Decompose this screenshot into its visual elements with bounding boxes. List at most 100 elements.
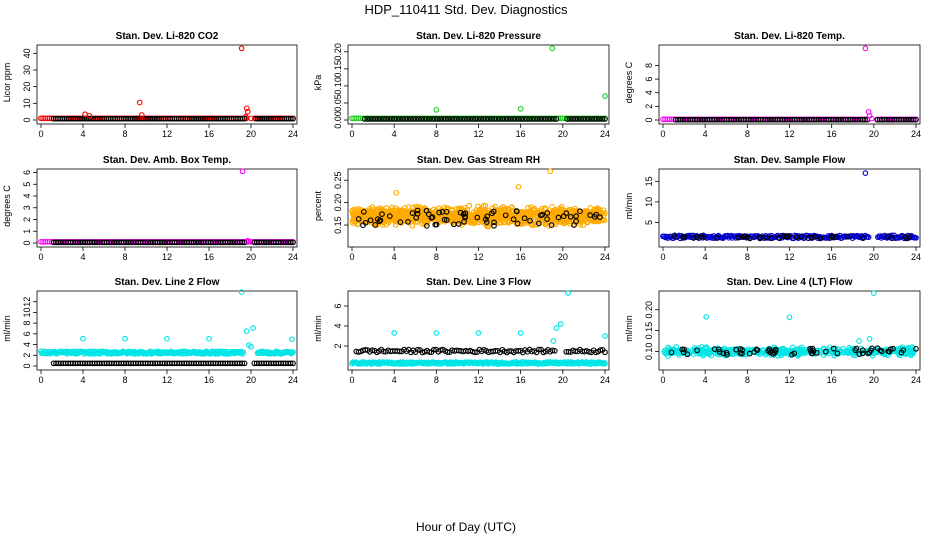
data-point: [365, 211, 372, 218]
data-point: [577, 116, 584, 122]
data-point: [423, 116, 430, 122]
data-point: [405, 204, 412, 210]
panel-3: Stan. Dev. Li-820 Temp. degrees C 0 4 8 12 16 2…: [624, 31, 921, 139]
data-point: [547, 216, 554, 222]
data-point: [243, 105, 250, 112]
data-point: [723, 349, 730, 356]
series-overlay: [361, 116, 608, 122]
data-point: [585, 116, 592, 122]
data-point: [491, 219, 497, 226]
data-point: [378, 116, 384, 122]
data-point: [716, 349, 723, 355]
y-tick-label: 10: [22, 307, 32, 317]
data-point: [410, 116, 417, 122]
data-point: [573, 218, 579, 224]
y-tick-label: 5: [644, 220, 654, 225]
data-point: [517, 105, 524, 112]
panel-title: Stan. Dev. Li-820 CO2: [116, 31, 219, 42]
data-point: [375, 116, 382, 122]
data-point: [379, 211, 385, 217]
data-point: [362, 346, 369, 353]
data-point: [890, 345, 896, 352]
data-point: [442, 116, 449, 122]
x-tick-label: 0: [660, 129, 665, 139]
data-point: [136, 99, 143, 106]
data-point: [501, 206, 508, 212]
data-point: [668, 349, 675, 356]
panel-6: Stan. Dev. Sample Flow ml/min 0 4 8 12 16 20 24 5…: [624, 155, 921, 262]
data-point: [542, 116, 549, 122]
panel-title: Stan. Dev. Li-820 Temp.: [734, 31, 845, 42]
data-point: [776, 234, 783, 241]
data-point: [80, 335, 86, 342]
x-tick-label: 24: [288, 129, 298, 139]
x-tick-label: 24: [600, 375, 610, 385]
panel-title: Stan. Dev. Li-820 Pressure: [416, 31, 541, 42]
y-tick-label: 2: [644, 104, 654, 109]
plot-frame: [36, 168, 298, 248]
data-point: [693, 234, 700, 241]
data-point: [435, 213, 441, 219]
data-point: [138, 112, 145, 118]
data-point: [241, 360, 248, 367]
data-point: [913, 116, 919, 123]
data-point: [377, 217, 384, 224]
data-point: [472, 349, 478, 356]
y-tick-label: 0.10: [333, 77, 343, 95]
data-point: [681, 233, 687, 240]
y-tick-label: 4: [22, 194, 32, 199]
y-tick-label: 0.15: [333, 216, 343, 234]
x-tick-label: 16: [827, 129, 837, 139]
data-point: [870, 290, 877, 296]
data-point: [405, 116, 411, 122]
data-point: [449, 214, 456, 220]
data-point: [464, 116, 471, 122]
data-point: [448, 116, 454, 122]
data-point: [513, 116, 519, 122]
data-point: [289, 336, 295, 343]
x-tick-label: 20: [558, 375, 568, 385]
data-point: [567, 116, 573, 122]
data-point: [477, 116, 484, 122]
data-point: [472, 116, 479, 122]
data-point: [509, 204, 515, 210]
y-tick-label: 0.05: [333, 94, 343, 112]
data-point: [433, 106, 440, 113]
data-point: [434, 116, 441, 122]
data-point: [371, 209, 377, 216]
data-point: [441, 216, 448, 223]
plot-frame: [347, 44, 610, 125]
series-overlay: [50, 115, 296, 122]
data-point: [389, 204, 395, 211]
data-point: [786, 314, 793, 321]
x-tick-label: 16: [516, 129, 526, 139]
data-point: [405, 219, 411, 225]
data-point: [550, 338, 557, 344]
data-point: [391, 330, 398, 336]
data-point: [537, 116, 544, 122]
data-point: [828, 234, 835, 241]
x-tick-label: 12: [162, 252, 172, 262]
data-point: [504, 116, 511, 122]
data-point: [407, 215, 414, 221]
data-point: [767, 349, 774, 356]
data-point: [866, 336, 873, 342]
data-point: [541, 205, 548, 211]
x-tick-label: 4: [80, 375, 85, 385]
plot-frame: [36, 44, 298, 125]
x-tick-label: 20: [246, 129, 256, 139]
data-point: [862, 116, 868, 123]
data-point: [429, 116, 436, 122]
x-tick-label: 24: [288, 252, 298, 262]
data-point: [486, 213, 492, 220]
data-point: [565, 290, 571, 296]
data-point: [396, 116, 403, 122]
y-tick-label: 20: [22, 82, 32, 92]
data-point: [680, 349, 687, 356]
data-point: [766, 346, 773, 353]
data-point: [239, 239, 246, 246]
data-point: [884, 233, 891, 240]
data-point: [86, 112, 93, 119]
data-point: [865, 350, 871, 357]
data-point: [798, 233, 805, 240]
